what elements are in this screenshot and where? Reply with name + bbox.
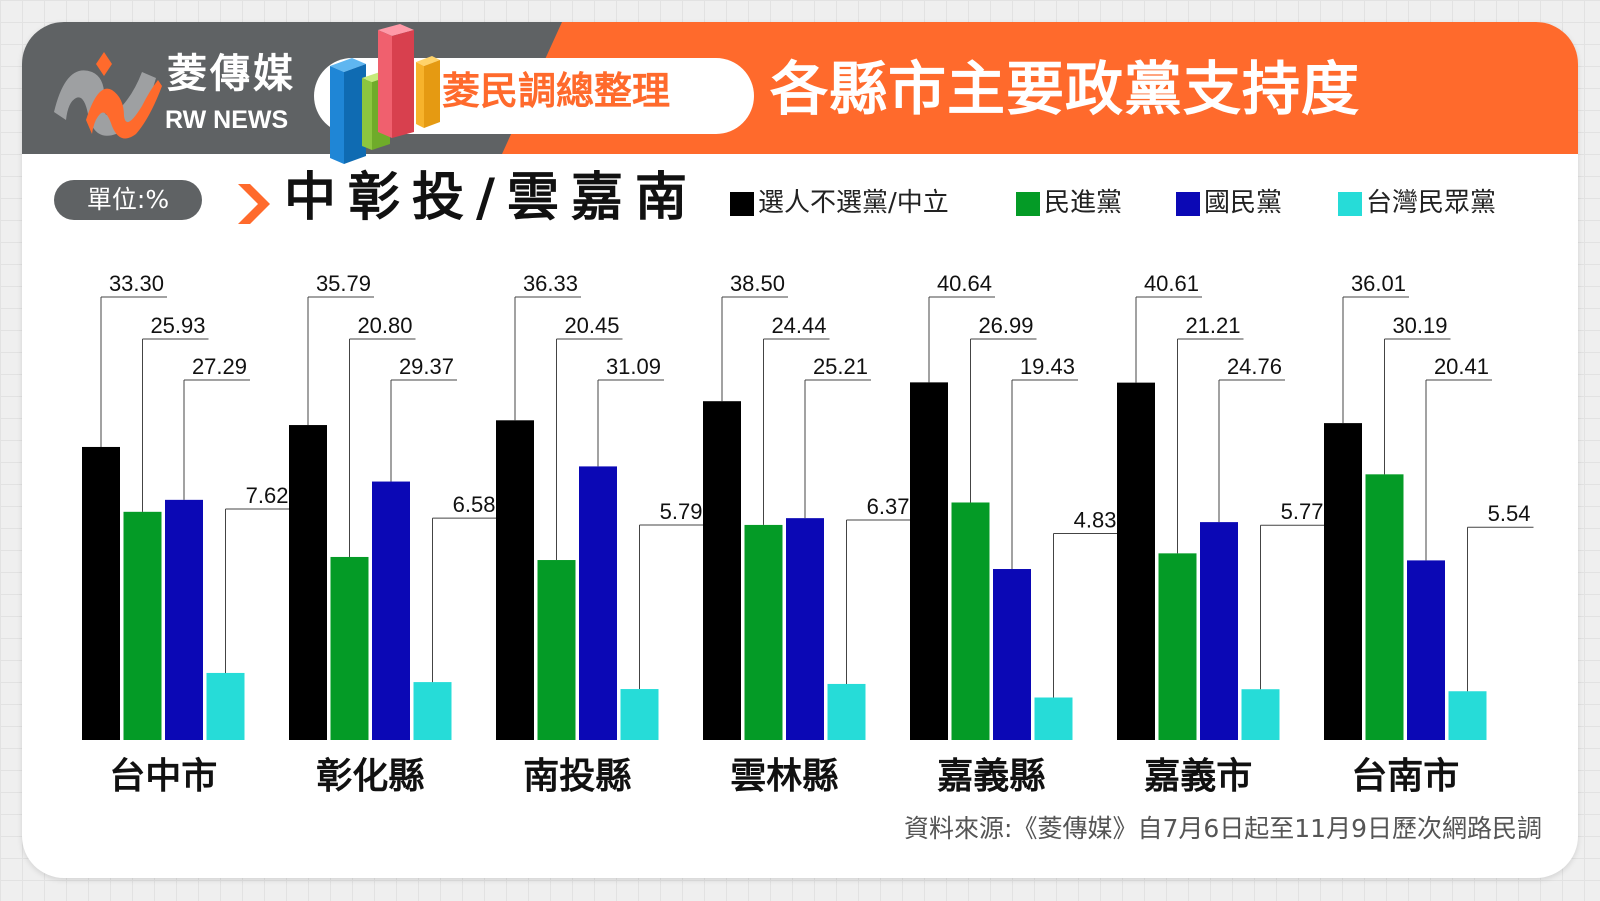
rwnews-logo-icon <box>54 52 162 139</box>
data-label-undecided-0: 33.30 <box>109 271 164 296</box>
legend-swatch-kmt <box>1176 192 1200 216</box>
data-label-tpp-4: 4.83 <box>1074 507 1117 532</box>
bar-dpp-5 <box>1158 553 1197 740</box>
bar-dpp-1 <box>330 556 369 740</box>
category-label-2: 南投縣 <box>523 756 631 797</box>
data-label-tpp-1: 6.58 <box>453 492 496 517</box>
category-label-0: 台中市 <box>109 756 217 797</box>
bar-undecided-5 <box>1117 382 1155 740</box>
source-note: 資料來源:《菱傳媒》自7月6日起至11月9日歷次網路民調 <box>904 814 1542 843</box>
bar-tpp-0 <box>206 672 245 740</box>
data-label-undecided-2: 36.33 <box>523 271 578 296</box>
data-label-undecided-3: 38.50 <box>730 271 785 296</box>
bar-kmt-5 <box>1200 522 1238 740</box>
data-label-tpp-3: 6.37 <box>867 494 910 519</box>
bar-tpp-5 <box>1241 689 1280 740</box>
bar-tpp-6 <box>1448 691 1487 740</box>
brand-english: RW NEWS <box>165 106 289 134</box>
bar-kmt-4 <box>993 569 1031 740</box>
category-label-4: 嘉義縣 <box>937 756 1045 797</box>
category-label-5: 嘉義市 <box>1144 756 1252 797</box>
data-label-undecided-4: 40.64 <box>937 271 992 296</box>
bar-tpp-3 <box>827 683 866 740</box>
bar-kmt-0 <box>165 499 203 740</box>
data-label-dpp-4: 26.99 <box>978 313 1033 338</box>
legend-label-kmt: 國民黨 <box>1204 188 1283 218</box>
header-banner: 菱傳媒 RW NEWS 菱民調總整理 各縣市主要政黨支持度 <box>22 22 1578 164</box>
infographic-card: 菱傳媒 RW NEWS 菱民調總整理 各縣市主要政黨支持度 單位:% 中彰投/雲… <box>22 22 1578 878</box>
data-label-tpp-2: 5.79 <box>660 499 703 524</box>
legend-swatch-tpp <box>1338 192 1362 216</box>
data-label-tpp-0: 7.62 <box>246 483 289 508</box>
bar-tpp-1 <box>413 682 452 740</box>
category-label-1: 彰化縣 <box>316 756 424 797</box>
data-label-dpp-6: 30.19 <box>1392 313 1447 338</box>
data-label-dpp-0: 25.93 <box>150 313 205 338</box>
bar-dpp-2 <box>537 560 576 740</box>
bar-undecided-0 <box>82 446 120 740</box>
region-title: 中彰投/雲嘉南 <box>284 168 699 228</box>
bar-undecided-2 <box>496 420 534 740</box>
data-label-dpp-2: 20.45 <box>564 313 619 338</box>
data-label-undecided-6: 36.01 <box>1351 271 1406 296</box>
bar-undecided-3 <box>703 401 741 740</box>
data-label-dpp-5: 21.21 <box>1185 313 1240 338</box>
bar-kmt-3 <box>786 518 824 740</box>
category-label-6: 台南市 <box>1351 756 1459 797</box>
bar-kmt-6 <box>1407 560 1445 740</box>
chevron-right-icon <box>238 184 270 224</box>
bar-tpp-4 <box>1034 697 1073 740</box>
data-label-kmt-5: 24.76 <box>1227 354 1282 379</box>
legend-swatch-dpp <box>1016 192 1040 216</box>
bar-undecided-4 <box>910 382 948 740</box>
legend-label-undecided: 選人不選黨/中立 <box>758 188 949 218</box>
bar-tpp-2 <box>620 689 659 740</box>
main-title: 各縣市主要政黨支持度 <box>770 55 1361 123</box>
category-label-3: 雲林縣 <box>730 756 838 797</box>
data-label-kmt-1: 29.37 <box>399 354 454 379</box>
bar-dpp-3 <box>744 524 783 740</box>
bar-chart: 33.30 25.93 27.29 7.62 台中市 35.79 20.80 29.37 6.5… <box>82 271 1534 797</box>
legend-label-dpp: 民進黨 <box>1044 188 1123 218</box>
data-label-kmt-0: 27.29 <box>192 354 247 379</box>
bar-dpp-4 <box>951 502 990 740</box>
bar-kmt-2 <box>579 466 617 740</box>
data-label-kmt-2: 31.09 <box>606 354 661 379</box>
bar-dpp-0 <box>123 511 162 740</box>
legend-swatch-undecided <box>730 192 754 216</box>
unit-badge: 單位:% <box>54 180 202 220</box>
bar-cubes-icon <box>330 24 440 164</box>
data-label-dpp-3: 24.44 <box>771 313 826 338</box>
brand-chinese: 菱傳媒 <box>167 51 296 97</box>
data-label-tpp-5: 5.77 <box>1281 499 1324 524</box>
bar-undecided-6 <box>1324 423 1362 740</box>
tag-text: 菱民調總整理 <box>442 69 671 113</box>
legend-label-tpp: 台灣民眾黨 <box>1366 188 1497 218</box>
bar-undecided-1 <box>289 425 327 740</box>
bar-kmt-1 <box>372 481 410 740</box>
data-label-undecided-5: 40.61 <box>1144 271 1199 296</box>
data-label-kmt-4: 19.43 <box>1020 354 1075 379</box>
data-label-dpp-1: 20.80 <box>357 313 412 338</box>
data-label-undecided-1: 35.79 <box>316 271 371 296</box>
data-label-tpp-6: 5.54 <box>1488 501 1531 526</box>
data-label-kmt-6: 20.41 <box>1434 354 1489 379</box>
bar-dpp-6 <box>1365 474 1404 740</box>
data-label-kmt-3: 25.21 <box>813 354 868 379</box>
